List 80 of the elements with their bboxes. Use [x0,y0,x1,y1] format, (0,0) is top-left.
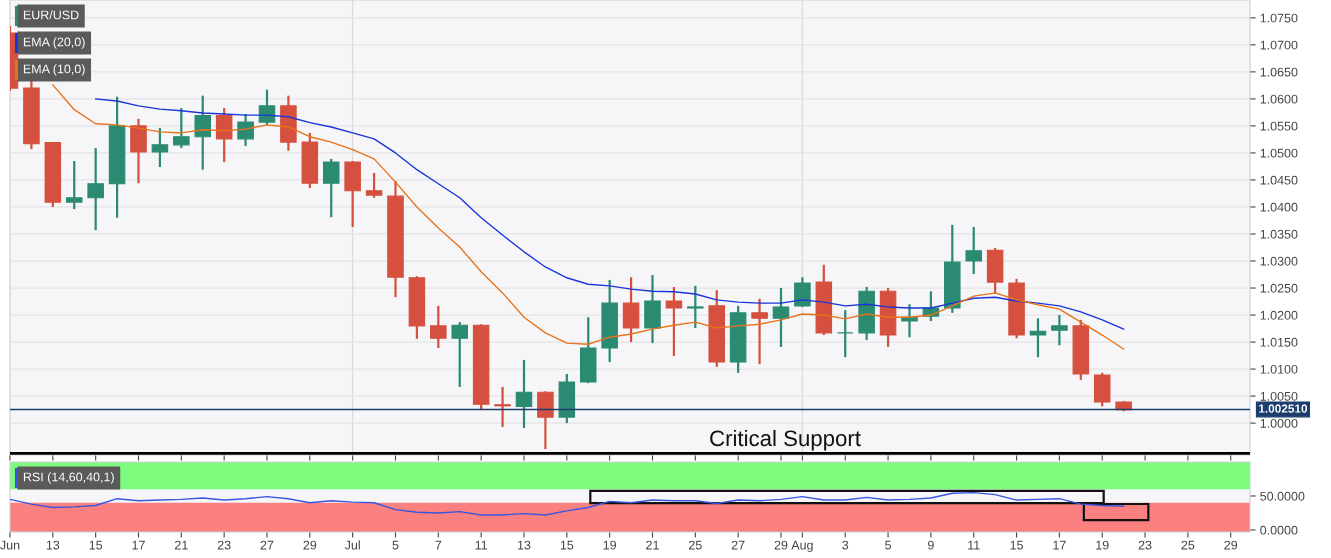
y-tick-label: 1.0450 [1260,175,1298,185]
x-tick-label: 23 [1138,540,1152,550]
y-tick-label: 1.0750 [1260,13,1298,23]
x-tick-label: 15 [560,540,574,550]
candlestick [451,320,469,389]
x-tick-label: 11 [968,540,980,550]
x-tick-label: 29 [1224,540,1238,550]
x-tick-label: 21 [646,540,659,550]
candlestick [687,284,704,330]
x-tick-label: 25 [1181,540,1195,550]
candlestick [258,88,276,126]
x-tick-label: 7 [435,540,442,550]
x-tick-label: 27 [731,540,745,550]
annotation: Critical Support [710,429,861,451]
line-series [94,98,1125,330]
x-tick-label: Jul [344,540,360,550]
y-tick-label: 1.0250 [1260,283,1298,293]
x-tick-label: Aug [791,540,813,552]
y-tick-label: 1.0350 [1260,229,1298,239]
y-tick-label: 1.0550 [1260,121,1298,131]
candlestick [87,146,104,232]
x-tick-label: 15 [89,540,103,550]
candlestick [794,276,811,309]
x-tick-label: 13 [517,540,531,550]
candlestick [965,225,982,276]
x-tick-label: 5 [392,540,399,550]
candlestick [515,358,533,430]
candlestick [365,171,383,199]
y-tick-label: 1.0600 [1260,94,1298,104]
y-tick-label: 1.0150 [1260,337,1298,347]
x-tick-label: 3 [842,540,849,550]
candlestick [1029,317,1047,359]
x-tick-label: 19 [603,540,617,550]
legend-label: EMA (10,0) [23,64,85,76]
legend-label: EMA (20,0) [23,37,85,49]
x-tick-label: 9 [928,540,934,550]
candlestick [494,385,511,429]
candlestick [751,297,768,366]
y-tick-label: 1.0650 [1260,67,1298,77]
y-tick-label: 1.0700 [1260,40,1298,50]
candlestick [322,157,340,219]
candlestick [836,309,854,359]
y-tick-label: 1.0500 [1260,148,1298,158]
candlestick [194,94,212,171]
line-series [10,491,1125,516]
candlestick [173,106,190,150]
y-tick-label: 1.0050 [1260,391,1298,401]
y-tick-label: 50.0000 [1260,491,1305,501]
x-tick-label: 25 [689,540,702,550]
y-tick-label: 1.0400 [1260,202,1298,212]
y-tick-label: 1.0300 [1260,256,1298,266]
x-tick-label: 11 [475,540,488,550]
candlestick [430,304,447,350]
candlestick [665,285,683,358]
x-tick-label: 23 [217,540,231,550]
line-series [52,84,1125,350]
candlestick [772,286,790,349]
x-tick-label: Jun [0,540,20,550]
x-tick-label: 15 [1010,540,1023,550]
x-tick-label: 5 [885,540,892,550]
y-tick-label: 1.0200 [1260,310,1298,320]
y-tick-label: 0.0000 [1260,525,1298,535]
candlestick [1051,313,1068,347]
legend-label: EUR/USD [23,10,79,20]
ref-line-label: 1.002510 [1259,404,1308,413]
x-tick-label: 17 [1053,540,1066,550]
x-tick-label: 29 [774,540,788,550]
candlestick [151,126,169,169]
x-tick-label: 21 [175,540,188,550]
candlestick [65,159,83,211]
y-tick-label: 1.0100 [1260,364,1298,374]
x-tick-label: 17 [132,540,145,550]
candlestick [215,106,233,164]
legend-label: RSI (14,60,40,1) [23,472,114,484]
x-tick-label: 29 [303,540,317,550]
x-tick-label: 27 [260,540,274,550]
x-tick-label: 13 [46,540,60,550]
y-tick-label: 1.0000 [1260,418,1298,428]
candlestick [901,303,918,339]
x-tick-label: 19 [1096,540,1109,550]
